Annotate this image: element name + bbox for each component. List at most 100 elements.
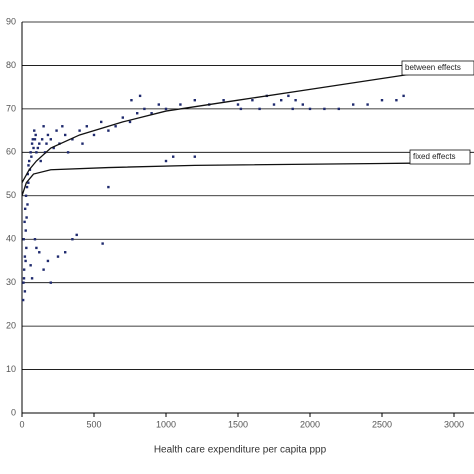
- point: [81, 142, 84, 145]
- x-tick-label: 0: [19, 419, 24, 429]
- point: [25, 216, 28, 219]
- point: [164, 107, 168, 111]
- point: [28, 159, 31, 163]
- x-tick-label: 2000: [300, 419, 320, 429]
- point: [27, 164, 30, 167]
- point: [291, 107, 294, 111]
- point: [121, 116, 124, 119]
- x-tick-label: 2500: [372, 419, 392, 429]
- point: [22, 281, 25, 284]
- point: [29, 151, 32, 154]
- point: [45, 142, 48, 145]
- annotation: between effects: [405, 63, 461, 72]
- y-tick-label: 20: [6, 320, 16, 330]
- point: [323, 107, 326, 111]
- point: [27, 181, 30, 184]
- point: [56, 255, 60, 258]
- y-tick-label: 60: [6, 147, 16, 157]
- point: [272, 103, 276, 106]
- point: [366, 103, 369, 106]
- point: [26, 203, 29, 206]
- y-tick-label: 30: [6, 277, 16, 287]
- point: [280, 99, 283, 102]
- point: [38, 142, 41, 145]
- point: [136, 112, 139, 115]
- point: [30, 277, 34, 280]
- point: [71, 238, 74, 241]
- point: [24, 194, 28, 197]
- point: [32, 146, 35, 150]
- point: [33, 138, 37, 141]
- point: [85, 125, 88, 128]
- point: [107, 129, 110, 132]
- y-tick-label: 80: [6, 60, 16, 70]
- point: [172, 155, 175, 158]
- point: [308, 107, 312, 111]
- point: [193, 99, 196, 102]
- point: [236, 103, 240, 106]
- point: [40, 138, 44, 141]
- fit-curve: [21, 162, 411, 196]
- x-tick-label: 1000: [156, 419, 176, 429]
- point: [64, 251, 67, 254]
- point: [42, 125, 45, 128]
- y-tick-label: 0: [11, 407, 16, 417]
- point: [107, 185, 110, 189]
- point: [64, 133, 67, 137]
- point: [49, 281, 52, 284]
- point: [287, 94, 290, 98]
- point: [138, 94, 142, 98]
- point: [46, 259, 50, 263]
- point: [92, 133, 96, 137]
- point: [35, 246, 38, 250]
- point: [164, 159, 168, 163]
- point: [258, 107, 261, 111]
- point: [38, 251, 41, 254]
- point: [130, 99, 133, 102]
- point: [294, 99, 297, 102]
- point: [26, 172, 29, 176]
- point: [337, 107, 340, 111]
- point: [395, 99, 398, 102]
- y-tick-label: 90: [6, 16, 16, 26]
- point: [42, 268, 45, 271]
- annotation-box: [401, 60, 474, 76]
- fit-curve: [21, 73, 411, 184]
- point: [22, 238, 25, 241]
- point: [25, 185, 29, 189]
- point: [24, 259, 27, 263]
- point: [222, 99, 225, 102]
- x-tick-label: 1500: [228, 419, 248, 429]
- point: [143, 107, 146, 111]
- y-tick-label: 10: [6, 364, 16, 374]
- point: [301, 103, 304, 106]
- point: [150, 112, 153, 115]
- point: [128, 120, 132, 124]
- y-tick-label: 70: [6, 103, 16, 113]
- x-tick-label: 500: [86, 419, 101, 429]
- point: [114, 125, 117, 128]
- point: [21, 298, 25, 302]
- point: [35, 151, 38, 154]
- y-tick-label: 40: [6, 234, 16, 244]
- point: [23, 207, 27, 211]
- x-axis-label: Health care expenditure per capita ppp: [154, 445, 327, 456]
- point: [22, 277, 26, 280]
- annotation-box: [409, 149, 471, 165]
- point: [46, 133, 50, 137]
- point: [30, 155, 33, 158]
- point: [101, 242, 104, 245]
- point: [75, 233, 78, 237]
- point: [157, 103, 160, 106]
- point: [380, 99, 384, 102]
- point: [39, 159, 42, 163]
- point: [29, 264, 32, 267]
- point: [31, 138, 34, 141]
- point: [52, 146, 55, 150]
- y-tick-label: 50: [6, 190, 16, 200]
- point: [402, 94, 405, 98]
- annotation: fixed effects: [413, 152, 456, 161]
- point: [66, 151, 70, 154]
- point: [61, 125, 64, 128]
